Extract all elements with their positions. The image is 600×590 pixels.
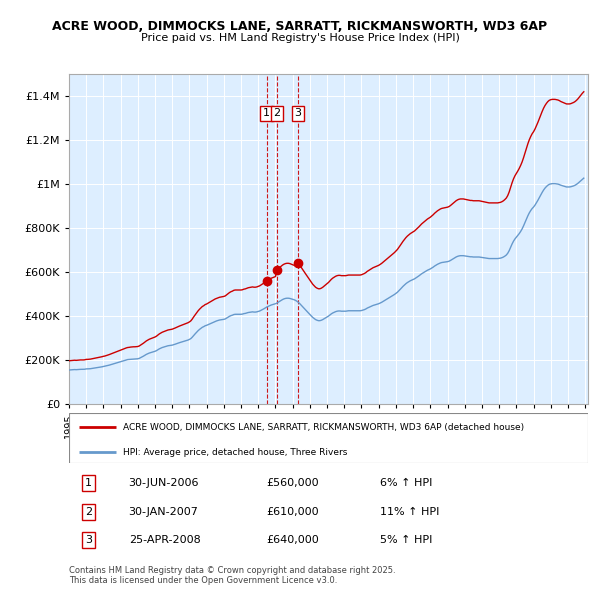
Text: HPI: Average price, detached house, Three Rivers: HPI: Average price, detached house, Thre… [124, 448, 348, 457]
Text: 1: 1 [263, 109, 270, 119]
Text: 1: 1 [85, 478, 92, 489]
Text: 6% ↑ HPI: 6% ↑ HPI [380, 478, 433, 489]
Text: 11% ↑ HPI: 11% ↑ HPI [380, 507, 440, 517]
Text: Contains HM Land Registry data © Crown copyright and database right 2025.
This d: Contains HM Land Registry data © Crown c… [69, 566, 395, 585]
Text: ACRE WOOD, DIMMOCKS LANE, SARRATT, RICKMANSWORTH, WD3 6AP: ACRE WOOD, DIMMOCKS LANE, SARRATT, RICKM… [52, 20, 548, 33]
Text: 3: 3 [85, 535, 92, 545]
Text: 30-JUN-2006: 30-JUN-2006 [128, 478, 199, 489]
Text: 5% ↑ HPI: 5% ↑ HPI [380, 535, 433, 545]
Text: 2: 2 [273, 109, 280, 119]
Text: £640,000: £640,000 [266, 535, 319, 545]
Text: Price paid vs. HM Land Registry's House Price Index (HPI): Price paid vs. HM Land Registry's House … [140, 34, 460, 43]
Text: 25-APR-2008: 25-APR-2008 [128, 535, 200, 545]
Text: 30-JAN-2007: 30-JAN-2007 [128, 507, 199, 517]
Text: £610,000: £610,000 [266, 507, 319, 517]
Text: 3: 3 [295, 109, 302, 119]
Text: ACRE WOOD, DIMMOCKS LANE, SARRATT, RICKMANSWORTH, WD3 6AP (detached house): ACRE WOOD, DIMMOCKS LANE, SARRATT, RICKM… [124, 422, 524, 431]
Text: £560,000: £560,000 [266, 478, 319, 489]
Text: 2: 2 [85, 507, 92, 517]
